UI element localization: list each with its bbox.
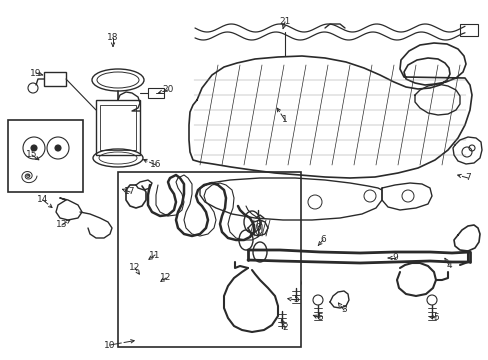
- Text: 12: 12: [129, 264, 141, 273]
- Text: 12: 12: [160, 274, 171, 283]
- Text: 5: 5: [317, 314, 322, 323]
- Text: 1: 1: [282, 116, 287, 125]
- Text: 9: 9: [391, 253, 397, 262]
- Text: 19: 19: [30, 68, 41, 77]
- Text: 18: 18: [107, 33, 119, 42]
- Bar: [8, 120, 83, 192]
- Text: 5: 5: [432, 314, 438, 323]
- Text: 14: 14: [37, 195, 49, 204]
- Bar: [96, 100, 140, 155]
- Circle shape: [31, 145, 37, 151]
- Text: 4: 4: [445, 261, 451, 270]
- Text: 11: 11: [149, 251, 161, 260]
- Text: 2: 2: [282, 324, 287, 333]
- Text: 10: 10: [104, 341, 116, 350]
- Text: 7: 7: [464, 174, 470, 183]
- Text: 16: 16: [150, 161, 162, 170]
- Text: 5: 5: [292, 296, 298, 305]
- Bar: [148, 88, 163, 98]
- Bar: [100, 105, 136, 150]
- Text: 6: 6: [320, 235, 325, 244]
- Text: 20: 20: [162, 85, 173, 94]
- Text: 21: 21: [279, 18, 290, 27]
- Text: 8: 8: [255, 224, 260, 233]
- Circle shape: [55, 145, 61, 151]
- Bar: [44, 72, 66, 86]
- Bar: [459, 24, 477, 36]
- Bar: [118, 172, 301, 347]
- Text: 17: 17: [124, 188, 136, 197]
- Text: 15: 15: [26, 150, 38, 159]
- Text: 3: 3: [341, 306, 346, 315]
- Text: 13: 13: [56, 220, 68, 230]
